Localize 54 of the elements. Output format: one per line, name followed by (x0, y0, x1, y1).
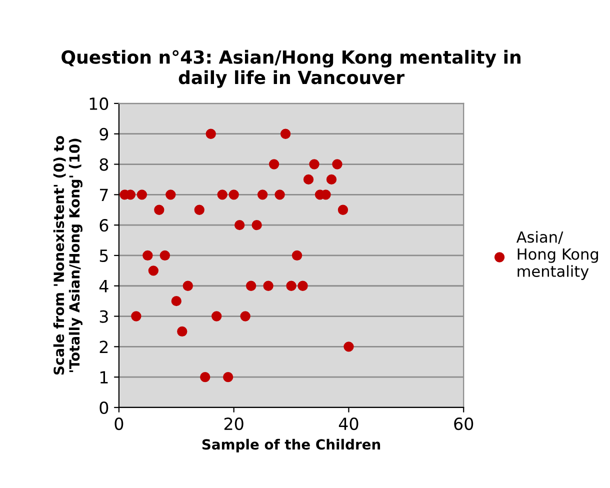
point (136, 190, 148, 200)
y-tick-label: 10 (90, 97, 108, 110)
point (338, 204, 348, 215)
point (142, 250, 153, 261)
point (223, 372, 234, 382)
point (234, 220, 245, 230)
point (160, 250, 170, 261)
point (166, 190, 176, 200)
point (240, 311, 250, 322)
point (257, 190, 268, 200)
y-tick-label: 3 (100, 310, 108, 323)
point (246, 280, 256, 291)
point (182, 280, 193, 291)
point (344, 342, 354, 352)
point (131, 311, 142, 322)
chart-title: Question n°43: Asian/Hong Kong mentality in daily life in Vancouver (62, 50, 520, 88)
point (200, 372, 210, 382)
point (177, 326, 188, 337)
point (332, 159, 342, 170)
x-tick-label: 40 (338, 417, 358, 430)
point (252, 220, 262, 230)
point (309, 159, 320, 170)
x-tick-label: 60 (454, 417, 474, 430)
point (217, 190, 228, 200)
point (326, 174, 337, 185)
legend-label: Asian/ Hong Kong mentality (516, 230, 598, 280)
point (171, 296, 182, 306)
x-tick-label: 20 (224, 417, 244, 430)
point (298, 280, 308, 291)
point (274, 190, 285, 200)
point (228, 190, 239, 200)
x-tick-label: 0 (114, 417, 124, 430)
point (194, 204, 204, 215)
y-axis-title: Scale from 'Nonexistent' (0) to 'Totally Asian/Hong Kong' (10) (53, 136, 82, 375)
y-tick-label: 7 (100, 188, 108, 201)
point (154, 204, 164, 215)
point (303, 174, 314, 185)
y-tick-label: 6 (100, 219, 108, 232)
x-axis-title: Sample of the Children (202, 438, 380, 452)
point (263, 280, 274, 291)
point (280, 128, 291, 139)
y-tick-label: 4 (99, 280, 108, 292)
y-tick-label: 5 (100, 250, 108, 262)
y-tick-label: 0 (100, 401, 108, 414)
point (268, 159, 280, 170)
y-tick-label: 9 (100, 128, 108, 140)
point (206, 128, 216, 139)
point (286, 280, 296, 291)
point (148, 266, 158, 276)
y-tick-label: 2 (100, 340, 108, 354)
y-tick-label: 8 (100, 158, 108, 171)
point (292, 250, 302, 261)
point (212, 311, 222, 322)
y-tick-label: 1 (100, 371, 108, 384)
